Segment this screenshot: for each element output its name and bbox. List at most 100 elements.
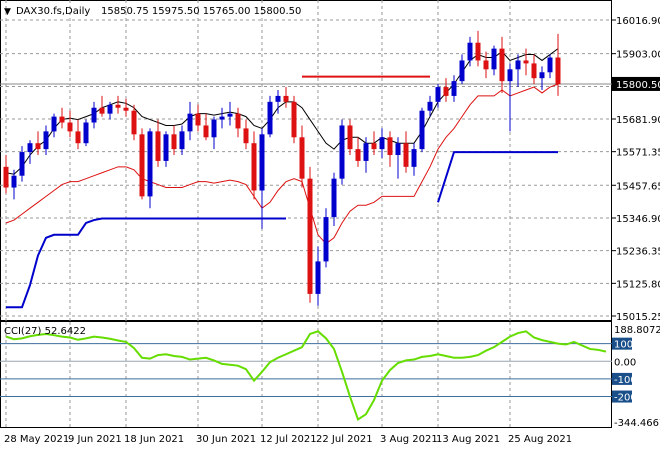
candle <box>323 208 329 268</box>
candle <box>203 113 209 141</box>
candle <box>115 95 121 114</box>
candle <box>139 128 145 200</box>
candle <box>219 107 225 129</box>
candle <box>515 54 521 88</box>
candle <box>451 75 457 102</box>
y-tick-label: 15236.35 <box>616 247 660 258</box>
current-price-marker: 15800.50 <box>612 76 660 91</box>
candle <box>539 66 545 91</box>
candle <box>163 131 169 167</box>
candle <box>299 125 305 188</box>
candle <box>483 51 489 79</box>
candle <box>411 143 417 176</box>
candle <box>403 131 409 173</box>
candle <box>27 140 33 164</box>
collapse-arrow-icon[interactable]: ▼ <box>4 7 11 17</box>
x-tick-label: 30 Jun 2021 <box>196 434 256 445</box>
candle <box>107 101 113 120</box>
candle <box>19 146 25 182</box>
candle <box>363 137 369 173</box>
candle <box>339 119 345 185</box>
chart-symbol: DAX30.fs,Daily <box>16 6 90 17</box>
candle <box>347 119 353 156</box>
x-tick-label: 12 Jul 2021 <box>260 434 317 445</box>
candle <box>291 95 297 144</box>
candle <box>131 104 137 141</box>
support-line <box>437 151 558 203</box>
candle <box>251 131 257 200</box>
candle <box>331 172 337 226</box>
candle <box>555 33 561 96</box>
candle <box>283 87 289 108</box>
candle <box>507 63 513 132</box>
y-tick-label: 15015.25 <box>616 312 660 323</box>
cci-line <box>5 330 607 421</box>
cci-level-box <box>612 372 632 385</box>
x-tick-label: 9 Jun 2021 <box>68 434 122 445</box>
candle <box>235 107 241 138</box>
candle <box>51 113 57 138</box>
candle <box>195 104 201 132</box>
y-tick-label: 15571.35 <box>616 148 660 159</box>
candle <box>387 131 393 167</box>
candle <box>11 169 17 200</box>
candle <box>227 101 233 126</box>
candle <box>75 119 81 150</box>
candle <box>83 119 89 147</box>
candle <box>475 30 481 67</box>
candle <box>467 36 473 67</box>
candle <box>147 128 153 209</box>
cci-max-label: 188.8072 <box>614 325 660 336</box>
candle <box>427 95 433 117</box>
y-tick-label: 15346.90 <box>616 214 660 225</box>
candle <box>315 246 321 306</box>
cci-level-label: -100 <box>614 375 637 386</box>
candle <box>379 128 385 158</box>
candle <box>443 78 449 102</box>
cci-level-label: 0.00 <box>614 357 636 368</box>
candle <box>523 48 529 76</box>
candle <box>267 95 273 138</box>
cci-level-label: 100 <box>614 340 633 351</box>
candle <box>155 119 161 167</box>
current-price-label: 15800.50 <box>616 80 660 91</box>
cci-level-box <box>612 390 632 403</box>
x-tick-label: 18 Jun 2021 <box>124 434 184 445</box>
y-tick-label: 15681.90 <box>616 115 660 126</box>
candle <box>3 155 9 194</box>
candle <box>67 110 73 138</box>
candle <box>491 45 497 76</box>
y-tick-label: 16016.90 <box>616 16 660 27</box>
x-tick-label: 28 May 2021 <box>4 434 69 445</box>
x-tick-label: 25 Aug 2021 <box>508 434 572 445</box>
support-line <box>6 217 286 309</box>
cci-level-box <box>612 337 632 350</box>
candle <box>91 101 97 129</box>
candle <box>275 90 281 114</box>
candle <box>355 137 361 167</box>
candle <box>395 137 401 179</box>
candle <box>531 54 537 85</box>
candle <box>211 116 217 150</box>
candle <box>259 128 265 229</box>
main-panel <box>0 0 612 321</box>
x-tick-label: 22 Jul 2021 <box>316 434 373 445</box>
candle <box>499 36 505 93</box>
x-tick-label: 13 Aug 2021 <box>436 434 500 445</box>
y-tick-label: 15457.65 <box>616 181 660 192</box>
candle <box>459 54 465 85</box>
candle <box>435 84 441 108</box>
candle <box>307 166 313 303</box>
candle <box>99 95 105 117</box>
chart-ohlc: 15850.75 15975.50 15765.00 15800.50 <box>101 6 301 17</box>
y-tick-label: 15903.00 <box>616 50 660 61</box>
x-tick-label: 3 Aug 2021 <box>380 434 438 445</box>
candle <box>123 98 129 117</box>
candle <box>547 54 553 79</box>
cci-title: CCI(27) 52.6422 <box>4 326 86 337</box>
candle <box>43 125 49 156</box>
candle <box>171 125 177 156</box>
candle <box>419 107 425 153</box>
candle <box>187 101 193 141</box>
